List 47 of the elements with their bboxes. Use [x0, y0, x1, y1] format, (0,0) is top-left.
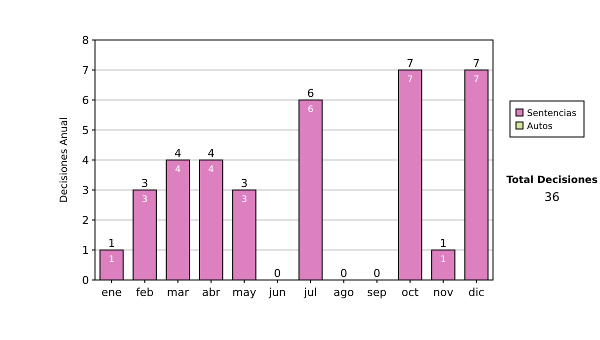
data-label: 4	[175, 165, 182, 175]
y-tick-label: 0	[82, 274, 89, 287]
y-axis-title: Decisiones Anual	[59, 117, 70, 203]
y-tick-label: 7	[82, 64, 89, 77]
x-tick-label: may	[232, 286, 257, 299]
data-label: 4	[208, 165, 214, 175]
x-tick-label: jun	[268, 286, 286, 299]
data-label: 1	[440, 255, 446, 265]
total-label: 0	[373, 267, 380, 280]
total-label: 7	[406, 57, 414, 70]
total-label: 4	[174, 147, 182, 160]
x-tick-label: abr	[202, 286, 221, 299]
x-tick-label: feb	[136, 286, 154, 299]
total-label: 4	[208, 147, 215, 160]
total-label: 3	[141, 177, 148, 190]
y-tick-label: 8	[82, 34, 89, 47]
total-label: 0	[274, 267, 281, 280]
x-tick-label: mar	[166, 286, 190, 299]
y-tick-label: 1	[82, 244, 89, 257]
data-label: 7	[474, 75, 480, 85]
y-tick-label: 4	[82, 154, 89, 167]
x-tick-label: oct	[402, 286, 420, 299]
x-tick-label: ago	[334, 286, 354, 299]
data-label: 7	[407, 75, 413, 85]
x-tick-label: jul	[303, 286, 318, 299]
total-label: 1	[108, 237, 116, 250]
total-label: 7	[472, 57, 480, 70]
total-label: 6	[307, 87, 314, 100]
data-label: 3	[142, 195, 148, 205]
y-tick-label: 2	[82, 214, 89, 227]
data-label: 3	[241, 195, 248, 205]
legend-label: Autos	[527, 122, 553, 132]
legend-label: Sentencias	[527, 109, 577, 119]
x-tick-label: ene	[101, 286, 122, 299]
y-tick-label: 6	[82, 94, 89, 107]
total-label: 3	[240, 177, 248, 190]
text: 36	[544, 190, 560, 204]
data-label: 1	[108, 255, 114, 265]
total-label: 1	[440, 237, 447, 250]
y-tick-label: 3	[82, 184, 89, 197]
total-label: 0	[340, 267, 348, 280]
x-tick-label: sep	[367, 286, 387, 299]
data-label: 6	[308, 105, 314, 115]
text: Total Decisiones	[506, 175, 598, 186]
x-tick-label: nov	[433, 286, 454, 299]
x-tick-label: dic	[468, 286, 484, 299]
y-tick-label: 5	[82, 124, 89, 137]
